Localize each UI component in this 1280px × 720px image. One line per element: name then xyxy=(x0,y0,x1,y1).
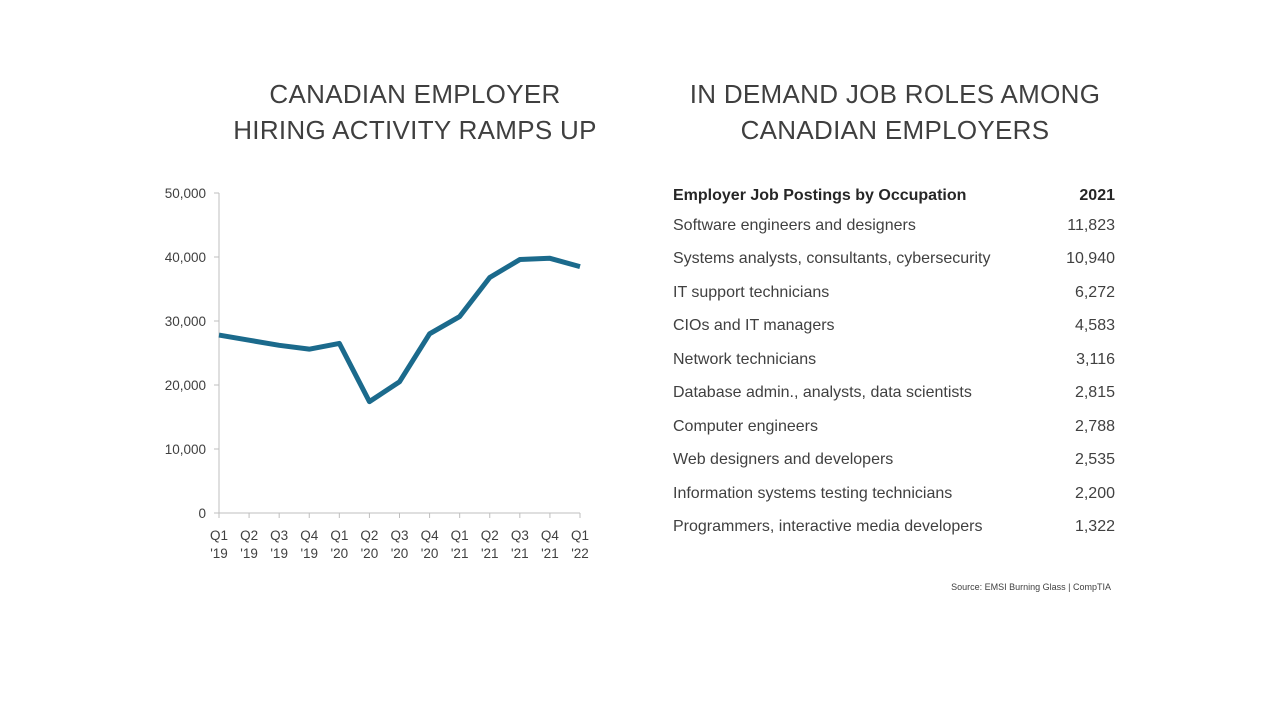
table-row: Information systems testing technicians 2… xyxy=(673,477,1115,511)
series-line xyxy=(218,255,581,405)
table-row: Systems analysts, consultants, cybersecu… xyxy=(673,243,1115,277)
x-tick-label: Q2 xyxy=(481,528,499,543)
x-tick-label-year: '20 xyxy=(391,546,409,561)
occupation-label: Web designers and developers xyxy=(673,451,894,469)
x-tick-label-year: '19 xyxy=(270,546,288,561)
y-tick-label: 30,000 xyxy=(165,314,206,329)
table-title: IN DEMAND JOB ROLES AMONG CANADIAN EMPLO… xyxy=(660,76,1130,148)
table-row: Database admin., analysts, data scientis… xyxy=(673,377,1115,411)
occupation-label: Database admin., analysts, data scientis… xyxy=(673,384,972,402)
table-row: IT support technicians 6,272 xyxy=(673,276,1115,310)
table-header-label: Employer Job Postings by Occupation xyxy=(673,187,967,204)
postings-value: 2,788 xyxy=(1074,417,1115,435)
x-tick-label: Q3 xyxy=(511,528,529,543)
table-title-line-1: IN DEMAND JOB ROLES AMONG xyxy=(689,79,1101,109)
x-tick-label: Q3 xyxy=(270,528,288,543)
x-tick-label: Q4 xyxy=(300,528,319,543)
table-header-year: 2021 xyxy=(1079,187,1115,204)
x-tick-label: Q1 xyxy=(571,528,589,543)
postings-value: 2,815 xyxy=(1074,384,1115,402)
y-tick-label: 10,000 xyxy=(165,442,206,457)
postings-value: 1,322 xyxy=(1074,518,1115,536)
postings-value: 4,583 xyxy=(1074,317,1115,335)
source-note: Source: EMSI Burning Glass | CompTIA xyxy=(951,582,1111,592)
y-tick-label: 20,000 xyxy=(165,378,206,393)
job-postings-table: Employer Job Postings by Occupation 2021… xyxy=(673,183,1115,544)
occupation-label: Network technicians xyxy=(673,350,817,368)
x-tick-label: Q3 xyxy=(390,528,408,543)
chart-title-line-2: HIRING ACTIVITY RAMPS UP xyxy=(233,115,597,145)
hiring-activity-line-chart: 0 10,000 20,000 30,000 40,000 50,000 Q1 '19 Q2 '1… xyxy=(165,186,589,561)
x-tick-label-year: '20 xyxy=(331,546,349,561)
postings-value: 6,272 xyxy=(1074,283,1115,301)
occupation-label: Computer engineers xyxy=(673,417,818,435)
table-row: Computer engineers 2,788 xyxy=(673,410,1115,444)
occupation-label: IT support technicians xyxy=(673,283,830,301)
x-tick-label: Q4 xyxy=(541,528,560,543)
x-tick-label-year: '20 xyxy=(361,546,379,561)
x-tick-label: Q4 xyxy=(421,528,440,543)
x-tick-label-year: '19 xyxy=(210,546,228,561)
occupation-label: Information systems testing technicians xyxy=(673,484,953,502)
x-tick-label: Q1 xyxy=(330,528,348,543)
x-tick-label-year: '21 xyxy=(451,546,469,561)
postings-value: 2,200 xyxy=(1074,484,1115,502)
table-row: Software engineers and designers 11,823 xyxy=(673,209,1115,243)
y-tick-label: 0 xyxy=(198,506,206,521)
postings-value: 2,535 xyxy=(1074,451,1115,469)
chart-title-line-1: CANADIAN EMPLOYER xyxy=(269,79,561,109)
occupation-label: CIOs and IT managers xyxy=(673,317,835,335)
postings-value: 11,823 xyxy=(1067,216,1115,234)
x-tick-label: Q2 xyxy=(360,528,378,543)
table-row: Web designers and developers 2,535 xyxy=(673,444,1115,478)
x-tick-label-year: '19 xyxy=(240,546,258,561)
x-tick-label-year: '21 xyxy=(481,546,499,561)
x-tick-label: Q2 xyxy=(240,528,258,543)
chart-title: CANADIAN EMPLOYER HIRING ACTIVITY RAMPS … xyxy=(215,76,615,148)
x-tick-label-year: '22 xyxy=(571,546,589,561)
x-tick-label-year: '19 xyxy=(300,546,318,561)
table-title-line-2: CANADIAN EMPLOYERS xyxy=(740,115,1050,145)
postings-value: 3,116 xyxy=(1076,350,1115,368)
x-tick-label: Q1 xyxy=(451,528,469,543)
occupation-label: Systems analysts, consultants, cybersecu… xyxy=(673,250,991,268)
y-tick-label: 50,000 xyxy=(165,186,206,201)
table-row: CIOs and IT managers 4,583 xyxy=(673,310,1115,344)
x-tick-label-year: '21 xyxy=(541,546,559,561)
table-row: Network technicians 3,116 xyxy=(673,343,1115,377)
table-header: Employer Job Postings by Occupation 2021 xyxy=(673,183,1115,209)
x-tick-label-year: '21 xyxy=(511,546,529,561)
postings-value: 10,940 xyxy=(1066,250,1115,268)
table-row: Programmers, interactive media developer… xyxy=(673,511,1115,545)
x-tick-label-year: '20 xyxy=(421,546,439,561)
occupation-label: Programmers, interactive media developer… xyxy=(673,518,983,536)
y-tick-label: 40,000 xyxy=(165,250,206,265)
occupation-label: Software engineers and designers xyxy=(673,216,916,234)
x-tick-label: Q1 xyxy=(210,528,228,543)
